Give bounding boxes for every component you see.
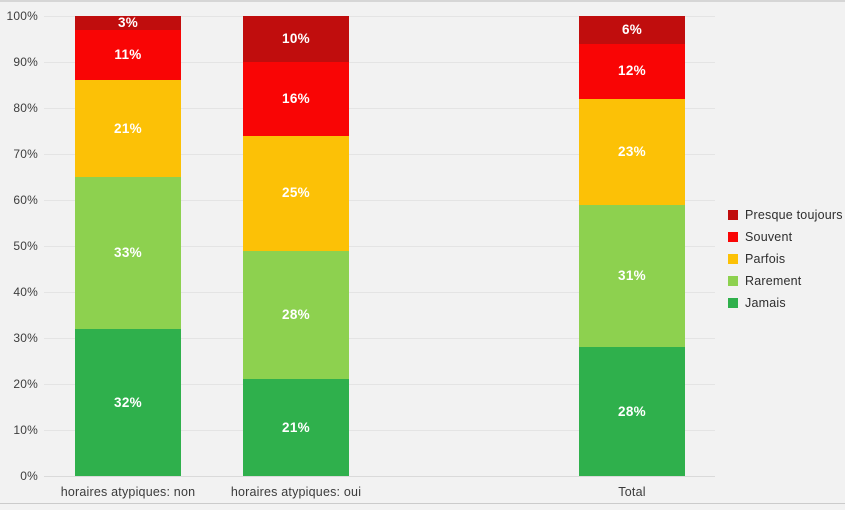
legend-item-parfois[interactable]: Parfois <box>728 248 843 270</box>
y-axis-tick-label-60: 60% <box>13 193 38 207</box>
gridline-100 <box>44 15 715 17</box>
y-axis-tick-label-70: 70% <box>13 147 38 161</box>
bar-segment-total-parfois[interactable]: 23% <box>579 98 685 205</box>
gridline-40 <box>44 291 715 293</box>
gridline-70 <box>44 153 715 155</box>
y-axis-tick-label-20: 20% <box>13 377 38 391</box>
bar-horaires-atypiques-oui: 21% 28% 25% 16% 10% <box>243 16 349 476</box>
bar-segment-horaires-atypiques-non-souvent[interactable]: 11% <box>75 29 181 81</box>
bar-value-label: 10% <box>282 31 310 47</box>
bar-horaires-atypiques-non: 32% 33% 21% 11% 3% <box>75 16 181 476</box>
y-axis-tick-label-80: 80% <box>13 101 38 115</box>
bar-segment-total-rarement[interactable]: 31% <box>579 204 685 348</box>
legend-marker-souvent <box>728 232 738 242</box>
legend-label: Souvent <box>745 230 793 244</box>
bar-value-label: 3% <box>117 15 139 31</box>
legend-marker-presque-toujours <box>728 210 738 220</box>
y-axis-tick-label-40: 40% <box>13 285 38 299</box>
gridline-30 <box>44 337 715 339</box>
legend-label: Presque toujours <box>745 208 843 222</box>
bar-segment-horaires-atypiques-oui-rarement[interactable]: 28% <box>243 250 349 380</box>
legend-item-presque-toujours[interactable]: Presque toujours <box>728 204 843 226</box>
bar-segment-horaires-atypiques-oui-parfois[interactable]: 25% <box>243 135 349 251</box>
x-axis-label-horaires-atypiques-non: horaires atypiques: non <box>60 485 196 499</box>
legend-marker-jamais <box>728 298 738 308</box>
bar-value-label: 21% <box>114 120 142 136</box>
bar-value-label: 28% <box>618 403 646 419</box>
gridline-10 <box>44 429 715 431</box>
bar-segment-horaires-atypiques-oui-souvent[interactable]: 16% <box>243 62 349 136</box>
y-axis-tick-label-90: 90% <box>13 55 38 69</box>
legend-marker-parfois <box>728 254 738 264</box>
x-axis-label-total: Total <box>618 485 646 499</box>
legend-marker-rarement <box>728 276 738 286</box>
bar-total: 28% 31% 23% 12% 6% <box>579 16 685 476</box>
y-axis-tick-label-0: 0% <box>20 469 38 483</box>
bar-segment-horaires-atypiques-non-presque-toujours[interactable]: 3% <box>75 16 181 30</box>
legend-item-souvent[interactable]: Souvent <box>728 226 843 248</box>
bar-value-label: 6% <box>621 22 643 38</box>
legend-label: Parfois <box>745 252 786 266</box>
y-axis-tick-label-50: 50% <box>13 239 38 253</box>
gridline-90 <box>44 61 715 63</box>
legend-item-jamais[interactable]: Jamais <box>728 292 843 314</box>
bar-value-label: 12% <box>618 63 646 79</box>
bar-segment-horaires-atypiques-oui-jamais[interactable]: 21% <box>243 379 349 476</box>
bar-value-label: 23% <box>618 143 646 159</box>
legend-label: Rarement <box>745 274 802 288</box>
x-axis-label-horaires-atypiques-oui: horaires atypiques: oui <box>230 485 362 499</box>
gridline-20 <box>44 383 715 385</box>
chart-legend: Presque toujours Souvent Parfois Rarement Ja… <box>728 204 843 314</box>
gridline-80 <box>44 107 715 109</box>
bar-segment-horaires-atypiques-oui-presque-toujours[interactable]: 10% <box>243 16 349 63</box>
bottom-divider <box>0 503 845 504</box>
bar-value-label: 28% <box>282 307 310 323</box>
bar-segment-horaires-atypiques-non-rarement[interactable]: 33% <box>75 177 181 329</box>
bar-segment-total-presque-toujours[interactable]: 6% <box>579 16 685 44</box>
bar-value-label: 11% <box>114 47 142 63</box>
bar-segment-horaires-atypiques-non-jamais[interactable]: 32% <box>75 328 181 476</box>
y-axis-tick-label-100: 100% <box>6 9 38 23</box>
bar-value-label: 32% <box>114 394 142 410</box>
bar-value-label: 33% <box>114 245 142 261</box>
bar-value-label: 31% <box>618 268 646 284</box>
gridline-0 <box>44 475 715 477</box>
legend-item-rarement[interactable]: Rarement <box>728 270 843 292</box>
bar-segment-total-souvent[interactable]: 12% <box>579 43 685 99</box>
bar-value-label: 21% <box>282 419 310 435</box>
gridline-50 <box>44 245 715 247</box>
bar-segment-total-jamais[interactable]: 28% <box>579 347 685 476</box>
bar-value-label: 16% <box>282 91 310 107</box>
legend-label: Jamais <box>745 296 786 310</box>
gridline-60 <box>44 199 715 201</box>
y-axis-tick-label-30: 30% <box>13 331 38 345</box>
y-axis-tick-label-10: 10% <box>13 423 38 437</box>
bar-segment-horaires-atypiques-non-parfois[interactable]: 21% <box>75 80 181 178</box>
bar-value-label: 25% <box>282 185 310 201</box>
